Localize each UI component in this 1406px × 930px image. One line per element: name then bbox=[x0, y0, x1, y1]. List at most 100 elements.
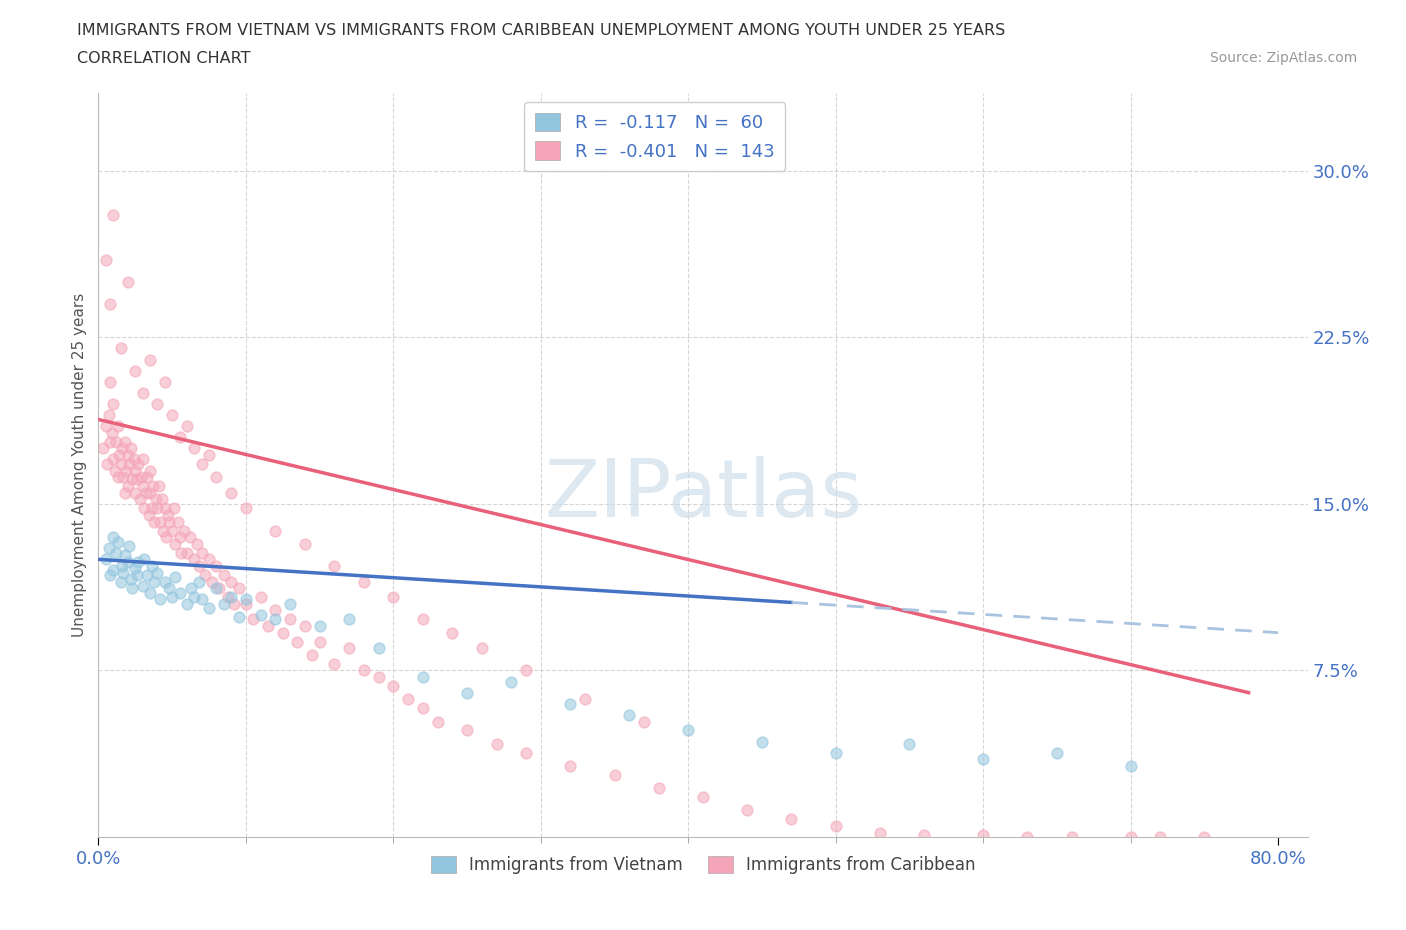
Point bbox=[155, 530, 177, 545]
Point bbox=[198, 551, 221, 566]
Point bbox=[115, 463, 138, 478]
Point bbox=[219, 590, 242, 604]
Point bbox=[560, 759, 582, 774]
Point bbox=[94, 252, 117, 267]
Point bbox=[101, 396, 124, 411]
Point bbox=[150, 492, 173, 507]
Point bbox=[114, 548, 136, 563]
Point bbox=[183, 441, 205, 456]
Point bbox=[128, 492, 150, 507]
Point bbox=[118, 457, 141, 472]
Point bbox=[972, 751, 994, 766]
Point bbox=[190, 591, 212, 606]
Point bbox=[485, 737, 508, 751]
Y-axis label: Unemployment Among Youth under 25 years: Unemployment Among Youth under 25 years bbox=[72, 293, 87, 637]
Point bbox=[117, 554, 139, 569]
Point bbox=[633, 714, 655, 729]
Point bbox=[160, 590, 183, 604]
Point bbox=[208, 581, 231, 596]
Point bbox=[146, 396, 169, 411]
Point bbox=[1149, 830, 1171, 844]
Point bbox=[912, 828, 935, 843]
Point bbox=[323, 657, 346, 671]
Point bbox=[118, 538, 141, 553]
Point bbox=[136, 567, 159, 582]
Point bbox=[183, 590, 205, 604]
Point bbox=[180, 581, 202, 596]
Text: ZIPatlas: ZIPatlas bbox=[544, 456, 862, 534]
Point bbox=[143, 574, 166, 589]
Point bbox=[98, 297, 121, 312]
Point bbox=[169, 430, 191, 445]
Point bbox=[603, 767, 626, 782]
Point bbox=[124, 463, 146, 478]
Point bbox=[264, 523, 287, 538]
Point bbox=[249, 607, 271, 622]
Point bbox=[134, 501, 156, 516]
Point bbox=[121, 472, 143, 487]
Point bbox=[176, 545, 198, 560]
Point bbox=[574, 692, 596, 707]
Point bbox=[235, 596, 257, 611]
Point bbox=[131, 479, 153, 494]
Point bbox=[212, 567, 235, 582]
Point bbox=[456, 685, 478, 700]
Point bbox=[101, 563, 124, 578]
Point bbox=[441, 625, 464, 640]
Point bbox=[972, 828, 994, 843]
Point bbox=[112, 565, 135, 580]
Point bbox=[112, 470, 135, 485]
Point bbox=[165, 537, 187, 551]
Point bbox=[187, 559, 209, 574]
Point bbox=[294, 537, 316, 551]
Point bbox=[127, 554, 149, 569]
Point bbox=[264, 612, 287, 627]
Point bbox=[149, 591, 172, 606]
Point bbox=[515, 663, 537, 678]
Point bbox=[515, 745, 537, 760]
Point bbox=[194, 567, 217, 582]
Point bbox=[412, 670, 434, 684]
Point bbox=[117, 274, 139, 289]
Point bbox=[456, 723, 478, 737]
Point bbox=[692, 790, 714, 804]
Point bbox=[271, 625, 294, 640]
Point bbox=[382, 679, 405, 694]
Point bbox=[153, 501, 176, 516]
Point bbox=[228, 581, 250, 596]
Point bbox=[353, 663, 375, 678]
Point bbox=[157, 514, 180, 529]
Point bbox=[308, 634, 330, 649]
Point bbox=[898, 737, 921, 751]
Point bbox=[619, 708, 641, 723]
Point bbox=[120, 572, 142, 587]
Point bbox=[179, 530, 201, 545]
Point bbox=[396, 692, 419, 707]
Point bbox=[186, 537, 208, 551]
Point bbox=[337, 641, 360, 656]
Point bbox=[308, 618, 330, 633]
Point bbox=[139, 585, 162, 600]
Point bbox=[1119, 830, 1142, 844]
Point bbox=[138, 508, 160, 523]
Point bbox=[205, 559, 228, 574]
Point bbox=[1060, 830, 1083, 844]
Point bbox=[143, 514, 166, 529]
Point bbox=[131, 385, 153, 400]
Point bbox=[287, 634, 309, 649]
Point bbox=[235, 501, 257, 516]
Point bbox=[117, 479, 139, 494]
Point bbox=[869, 825, 891, 840]
Point bbox=[97, 407, 120, 422]
Point bbox=[124, 364, 146, 379]
Point bbox=[98, 434, 121, 449]
Text: CORRELATION CHART: CORRELATION CHART bbox=[77, 51, 250, 66]
Point bbox=[1046, 745, 1069, 760]
Point bbox=[212, 596, 235, 611]
Point bbox=[205, 581, 228, 596]
Point bbox=[134, 551, 156, 566]
Point bbox=[101, 530, 124, 545]
Point bbox=[153, 574, 176, 589]
Point bbox=[146, 501, 169, 516]
Point bbox=[824, 818, 846, 833]
